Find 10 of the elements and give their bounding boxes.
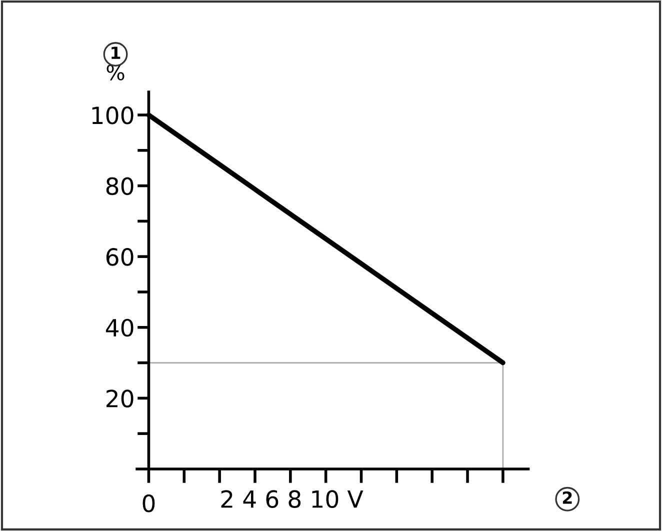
text: 1 [112,46,120,59]
y-tick-label: 80 [106,177,134,196]
y-tick-label: 100 [92,106,134,124]
y-axis-title: % [106,64,124,80]
x-tick-label: 0 [142,494,155,512]
text: 2 4 6 8 10 V [221,490,364,508]
y-tick-label: 40 [106,318,134,337]
y-tick-label: 60 [106,248,134,266]
y-tick-label: 20 [106,390,134,408]
text: 2 [562,491,572,504]
